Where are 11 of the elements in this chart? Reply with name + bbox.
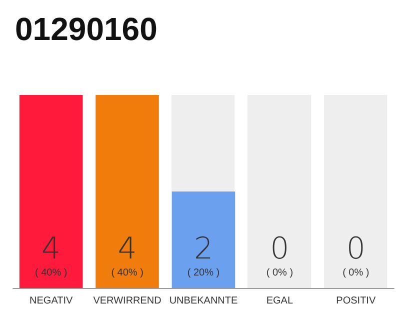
- chart-title: 01290160: [15, 11, 158, 47]
- data-label: 0 ( 0% ): [342, 232, 370, 278]
- x-tick-label: NEGATIV: [30, 296, 74, 306]
- x-tick-label: UNBEKANNTE: [169, 296, 238, 306]
- x-tick-label: EGAL: [266, 296, 294, 306]
- data-label: 4 ( 40% ): [111, 232, 144, 278]
- x-tick-label: VERWIRREND: [93, 296, 162, 306]
- x-tick-label: POSITIV: [336, 296, 376, 306]
- data-label: 0 ( 0% ): [266, 232, 294, 278]
- data-label: 4 ( 40% ): [34, 232, 68, 278]
- data-label: 2 ( 20% ): [187, 232, 220, 278]
